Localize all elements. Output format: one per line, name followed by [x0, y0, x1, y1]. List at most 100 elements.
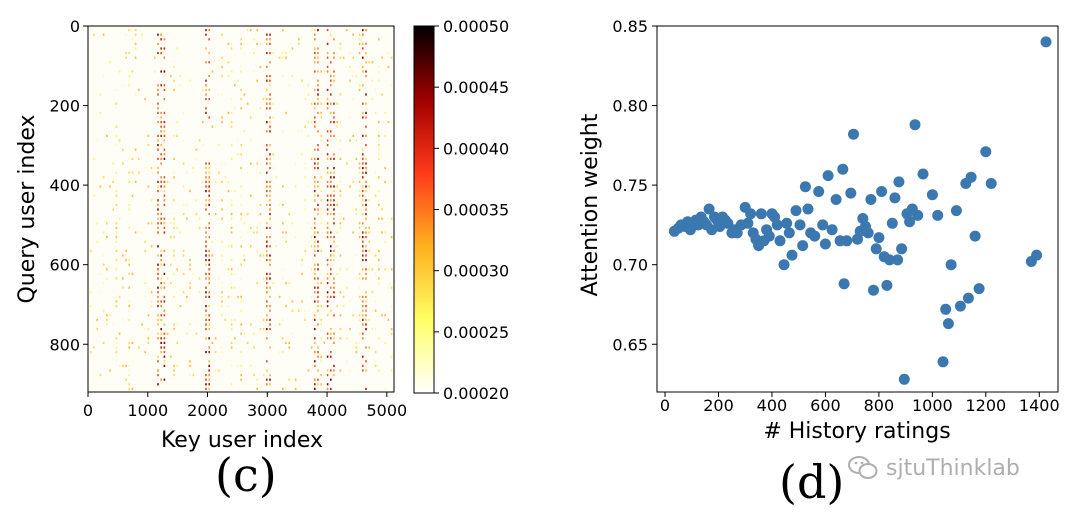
heatmap-cell [330, 130, 332, 133]
heatmap-cell [163, 203, 166, 206]
heatmap-cell [157, 144, 159, 147]
heatmap-cell [362, 42, 364, 45]
heatmap-cell [365, 249, 367, 252]
heatmap-cell [157, 190, 159, 193]
heatmap-cell [102, 176, 105, 179]
scatter-point [826, 224, 838, 236]
heatmap-cell [282, 75, 284, 78]
heatmap-cell [362, 236, 364, 239]
heatmap-x-ticks: 0 1000 2000 3000 4000 5000 [83, 392, 407, 420]
heatmap-cell [269, 79, 271, 82]
heatmap-cell [208, 328, 210, 331]
heatmap-cell [160, 176, 162, 179]
heatmap-cell [358, 162, 361, 165]
heatmap-cell [339, 139, 342, 142]
heatmap-cell [230, 346, 233, 349]
heatmap-cell [134, 29, 137, 32]
heatmap-cell [352, 346, 354, 349]
panel-d-caption: (d) [779, 455, 845, 509]
heatmap-cell [115, 277, 118, 280]
heatmap-cell [333, 52, 335, 55]
heatmap-cell [326, 272, 329, 275]
scatter-y-label: Attention weight [578, 113, 603, 296]
heatmap-cell [358, 42, 361, 45]
heatmap-cell [282, 203, 284, 206]
heatmap-cell [189, 263, 191, 266]
heatmap-cell [266, 245, 268, 248]
heatmap-cell [317, 167, 319, 170]
heatmap-cell [333, 102, 335, 105]
heatmap-cell [330, 213, 332, 216]
heatmap-cell [314, 268, 316, 271]
heatmap-cell [208, 213, 210, 216]
heatmap-cell [358, 341, 361, 344]
scatter-point [837, 163, 849, 175]
heatmap-cell [390, 56, 393, 59]
colorbar: 0.000200.000250.000300.000350.000400.000… [413, 17, 509, 403]
heatmap-cell [259, 254, 262, 257]
heatmap-cell [314, 61, 316, 64]
heatmap-cell [160, 153, 162, 156]
heatmap-cell [189, 364, 191, 367]
heatmap-cell [330, 378, 332, 381]
heatmap-cell [384, 387, 386, 390]
heatmap-cell [282, 29, 284, 32]
heatmap-cell [205, 323, 207, 326]
heatmap-cell [333, 295, 335, 298]
heatmap-cell [259, 213, 262, 216]
heatmap-cell [163, 111, 166, 114]
heatmap-cell [214, 369, 217, 372]
heatmap-cell [314, 226, 316, 229]
heatmap-cell [291, 309, 294, 312]
heatmap-cell [192, 171, 194, 174]
heatmap-cell [384, 111, 386, 114]
heatmap-cell [339, 190, 342, 193]
heatmap-cell [250, 194, 252, 197]
heatmap-cell [365, 144, 367, 147]
heatmap-cell [115, 337, 118, 340]
heatmap-cell [282, 318, 284, 321]
heatmap-cell [205, 167, 207, 170]
heatmap-cell [333, 134, 335, 137]
heatmap-cell [371, 61, 374, 64]
heatmap-cell [157, 171, 159, 174]
heatmap-cell [99, 374, 102, 377]
heatmap-cell [304, 318, 306, 321]
heatmap-cell [115, 134, 118, 137]
heatmap-cell [211, 240, 214, 243]
heatmap-x-label: Key user index [161, 428, 323, 453]
heatmap-cell [317, 47, 319, 50]
heatmap-cell [163, 314, 166, 317]
heatmap-cell [160, 286, 162, 289]
heatmap-cell [170, 236, 172, 239]
heatmap-cell [362, 369, 364, 372]
heatmap-cell [208, 116, 210, 119]
heatmap-cell [221, 217, 223, 220]
heatmap-cell [371, 98, 374, 101]
heatmap-cell [90, 351, 92, 354]
heatmap-cell [378, 121, 380, 124]
heatmap-cell [390, 236, 393, 239]
heatmap-cell [208, 162, 210, 165]
heatmap-cell [131, 194, 134, 197]
heatmap-cells [90, 29, 393, 390]
heatmap-cell [314, 318, 316, 321]
heatmap-cell [333, 217, 335, 220]
heatmap-cell [157, 360, 159, 363]
scatter-points [668, 36, 1052, 385]
heatmap-cell [179, 305, 182, 308]
heatmap-cell [163, 130, 166, 133]
heatmap-cell [378, 231, 380, 234]
heatmap-cell [317, 383, 319, 386]
heatmap-cell [266, 33, 268, 36]
heatmap-cell [317, 52, 319, 55]
heatmap-cell [163, 282, 166, 285]
heatmap-cell [266, 162, 268, 165]
heatmap-cell [157, 222, 159, 225]
heatmap-cell [314, 194, 316, 197]
heatmap-cell [333, 56, 335, 59]
heatmap-cell [240, 351, 242, 354]
heatmap-cell [230, 295, 233, 298]
heatmap-cell [189, 259, 191, 262]
heatmap-cell [368, 199, 370, 202]
